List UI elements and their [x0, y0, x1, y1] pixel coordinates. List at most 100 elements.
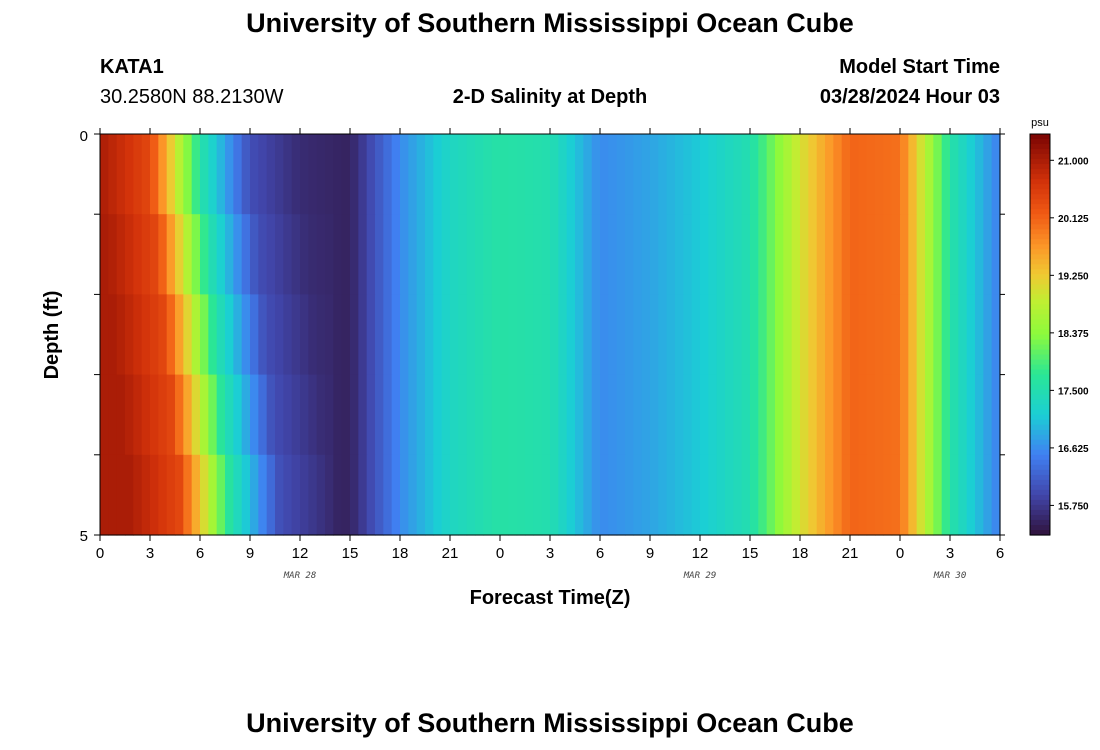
heatmap-cell: [783, 454, 793, 536]
heatmap-cell: [625, 454, 634, 536]
heatmap-cell: [991, 374, 1001, 456]
heatmap-cell: [275, 134, 284, 215]
colorbar-segment: [1030, 494, 1050, 501]
colorbar-segment: [1030, 164, 1050, 170]
heatmap-cell: [350, 134, 359, 215]
heatmap-cell: [641, 294, 651, 376]
heatmap-cell: [691, 374, 701, 456]
heatmap-cell: [466, 374, 476, 456]
heatmap-cell: [133, 134, 143, 215]
heatmap-cell: [750, 134, 759, 215]
heatmap-cell: [325, 214, 334, 295]
heatmap-cell: [450, 214, 459, 295]
heatmap-cell: [316, 454, 326, 536]
heatmap-cell: [625, 214, 634, 295]
heatmap-cell: [275, 214, 284, 295]
heatmap-cell: [950, 214, 959, 295]
heatmap-cell: [350, 454, 359, 536]
heatmap-cell: [800, 134, 809, 215]
heatmap-cell: [866, 134, 876, 215]
heatmap-cell: [616, 214, 626, 295]
heatmap-cell: [966, 214, 976, 295]
main-title: University of Southern Mississippi Ocean…: [246, 8, 854, 38]
heatmap-cell: [208, 134, 218, 215]
heatmap-cell: [366, 294, 376, 376]
heatmap-cell: [216, 374, 226, 456]
heatmap-cell: [108, 214, 118, 295]
heatmap-cell: [441, 374, 451, 456]
heatmap-cell: [508, 454, 518, 536]
heatmap-cell: [316, 374, 326, 456]
heatmap-cell: [800, 214, 809, 295]
heatmap-cell: [216, 214, 226, 295]
heatmap-cell: [733, 294, 743, 376]
heatmap-cell: [658, 134, 668, 215]
heatmap-cell: [225, 294, 234, 376]
heatmap-cell: [833, 294, 843, 376]
heatmap-cell: [258, 214, 268, 295]
heatmap-cell: [850, 454, 859, 536]
colorbar-segment: [1030, 149, 1050, 155]
heatmap-cell: [308, 374, 318, 456]
heatmap-cell: [108, 134, 118, 215]
heatmap-cell: [808, 374, 818, 456]
heatmap-cell: [716, 134, 726, 215]
heatmap-cell: [200, 294, 209, 376]
heatmap-cell: [266, 294, 276, 376]
heatmap-cell: [850, 294, 859, 376]
colorbar-segment: [1030, 524, 1050, 531]
heatmap-cell: [900, 374, 909, 456]
heatmap-cell: [783, 214, 793, 295]
colorbar-segment: [1030, 184, 1050, 190]
heatmap-cell: [225, 134, 234, 215]
heatmap-cell: [425, 374, 434, 456]
colorbar-segment: [1030, 179, 1050, 185]
heatmap-cell: [333, 294, 343, 376]
colorbar-tick-label: 19.250: [1058, 271, 1089, 282]
colorbar-segment: [1030, 474, 1050, 481]
heatmap-cell: [233, 454, 243, 536]
date-label: MAR 30: [933, 571, 967, 581]
heatmap-cell: [725, 374, 734, 456]
heatmap-cell: [191, 294, 201, 376]
heatmap-cell: [300, 134, 309, 215]
heatmap-cell: [525, 374, 534, 456]
heatmap-cell: [383, 214, 393, 295]
heatmap-cell: [300, 454, 309, 536]
heatmap-cell: [533, 214, 543, 295]
heatmap-cell: [825, 374, 834, 456]
heatmap-cell: [675, 294, 684, 376]
heatmap-cell: [175, 214, 184, 295]
heatmap-cell: [966, 374, 976, 456]
heatmap-cell: [558, 374, 568, 456]
heatmap-cell: [816, 374, 826, 456]
heatmap-cell: [125, 374, 134, 456]
heatmap-cell: [425, 294, 434, 376]
heatmap-cell: [716, 294, 726, 376]
heatmap-cell: [883, 294, 893, 376]
x-axis-label: Forecast Time(Z): [470, 587, 631, 609]
heatmap-cell: [933, 134, 943, 215]
heatmap-cell: [183, 134, 193, 215]
heatmap-cell: [841, 374, 851, 456]
heatmap-cell: [900, 214, 909, 295]
heatmap-cell: [391, 294, 401, 376]
x-tick-label: 15: [742, 545, 759, 562]
heatmap-cell: [700, 454, 709, 536]
heatmap-cell: [866, 374, 876, 456]
heatmap-cell: [583, 454, 593, 536]
heatmap-cell: [158, 454, 168, 536]
colorbar-segment: [1030, 219, 1050, 225]
heatmap-cell: [941, 214, 951, 295]
heatmap-cell: [341, 294, 351, 376]
colorbar-segment: [1030, 424, 1050, 431]
colorbar-segment: [1030, 214, 1050, 220]
colorbar-tick-label: 17.500: [1058, 386, 1089, 397]
heatmap-cell: [116, 294, 126, 376]
colorbar-segment: [1030, 449, 1050, 456]
heatmap-cell: [141, 134, 151, 215]
heatmap-cell: [291, 294, 301, 376]
heatmap-cell: [358, 374, 368, 456]
heatmap-cell: [133, 214, 143, 295]
heatmap-cell: [358, 454, 368, 536]
